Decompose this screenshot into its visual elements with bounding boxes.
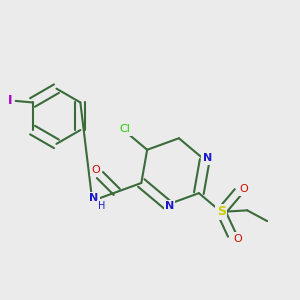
Text: S: S bbox=[217, 206, 226, 218]
Text: Cl: Cl bbox=[120, 124, 131, 134]
Text: N: N bbox=[89, 194, 98, 203]
Text: O: O bbox=[239, 184, 248, 194]
Text: H: H bbox=[98, 201, 106, 212]
Text: N: N bbox=[202, 153, 212, 164]
Text: N: N bbox=[165, 201, 174, 211]
Text: O: O bbox=[233, 234, 242, 244]
Text: I: I bbox=[8, 94, 12, 107]
Text: O: O bbox=[91, 164, 100, 175]
